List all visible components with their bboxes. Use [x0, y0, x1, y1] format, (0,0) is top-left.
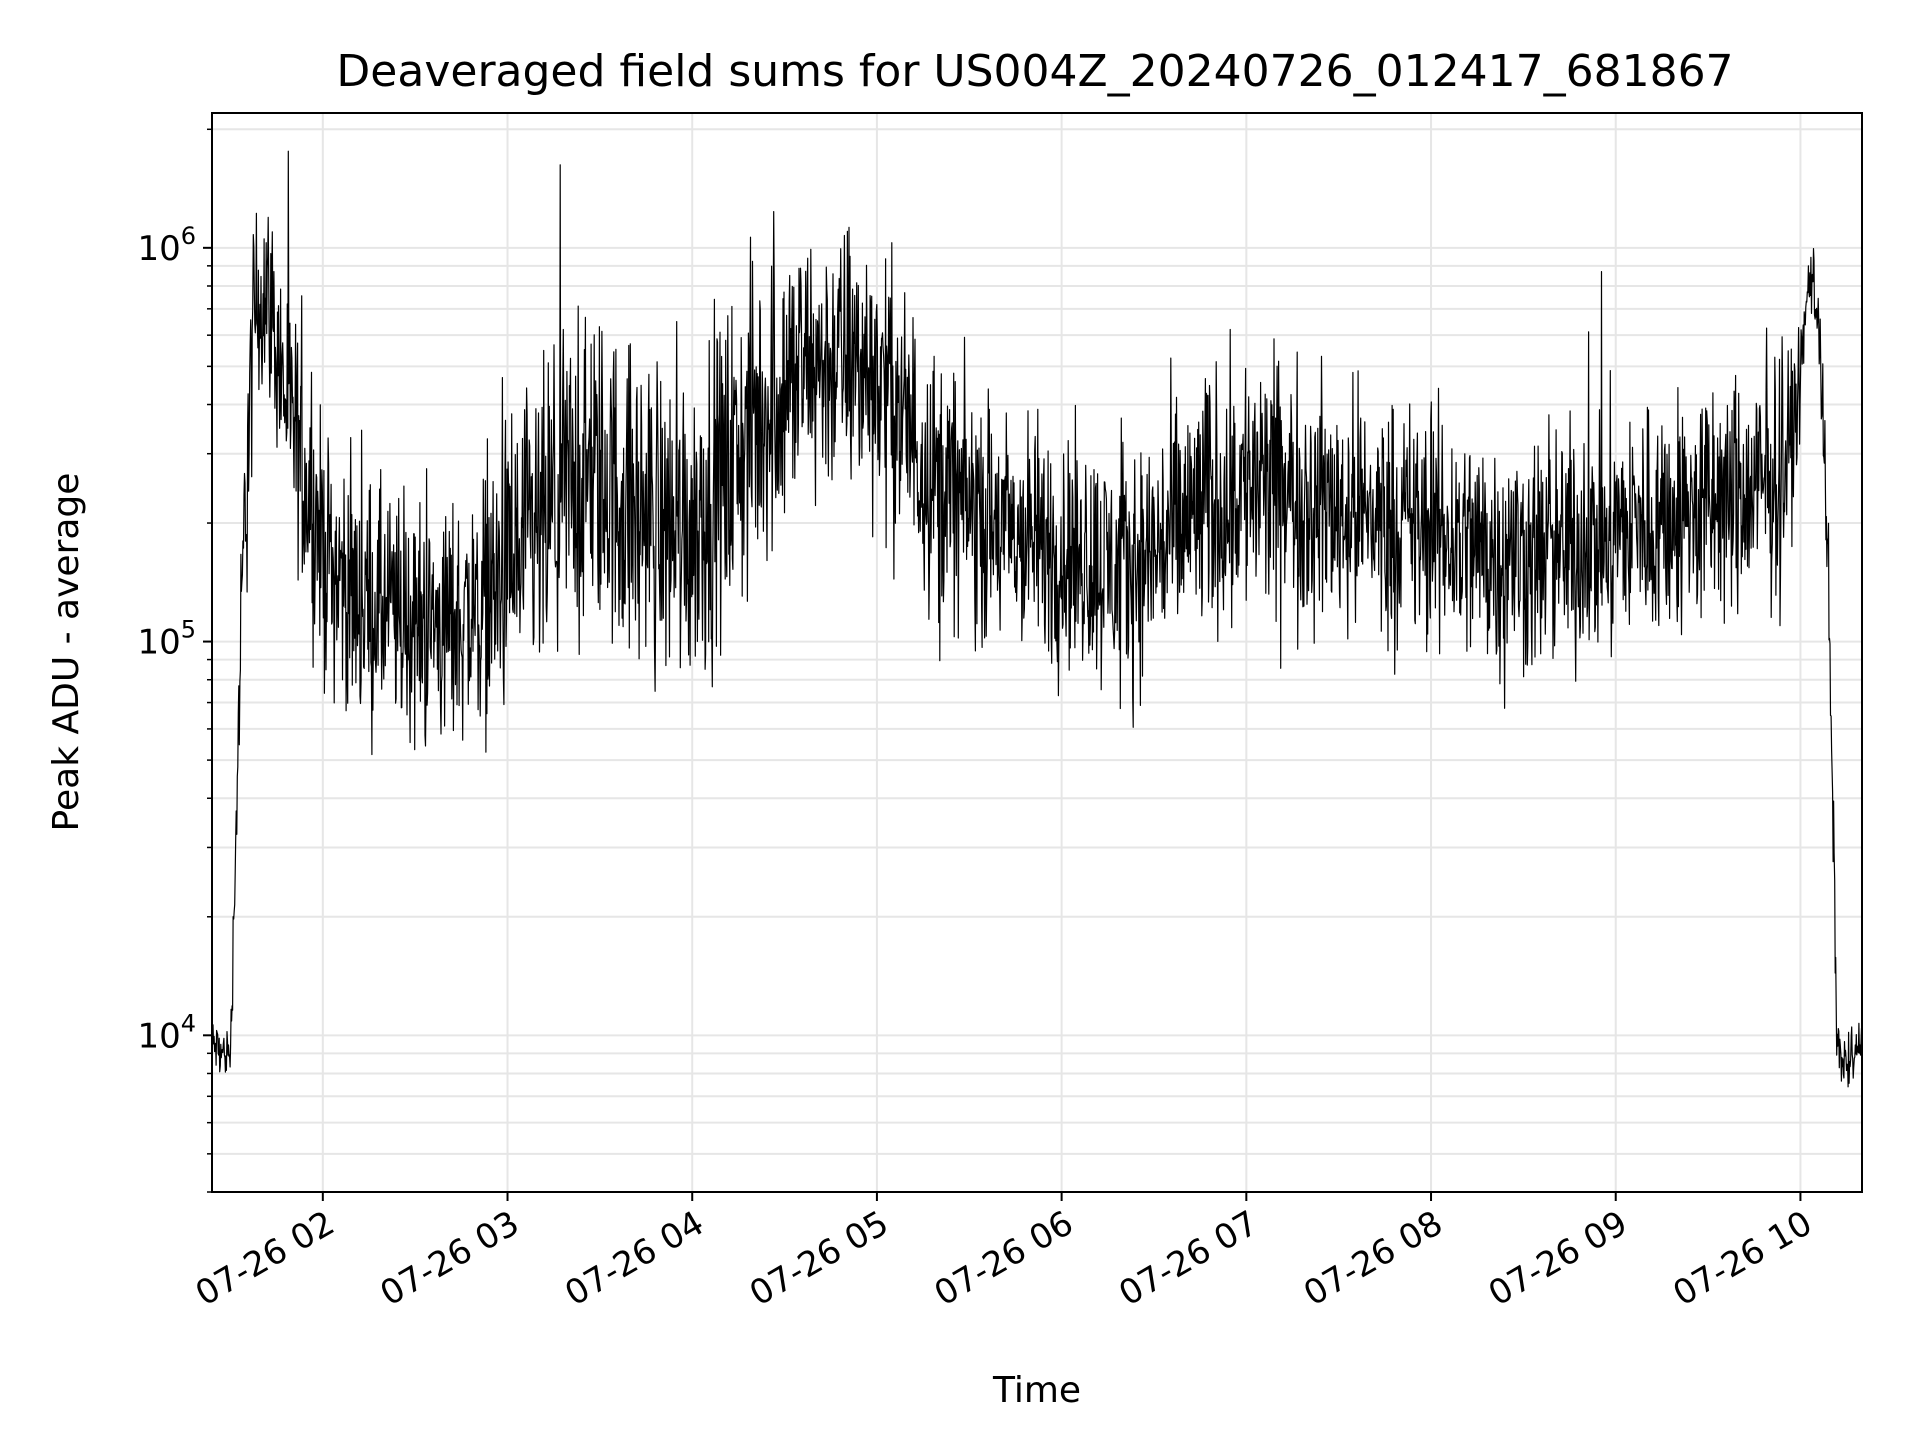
x-tick-label: 07-26 02	[189, 1203, 341, 1314]
x-axis-label: Time	[992, 1370, 1081, 1411]
x-tick-label: 07-26 07	[1112, 1203, 1264, 1314]
y-tick-label: 104	[137, 1009, 196, 1056]
plot-frame	[211, 112, 1863, 1193]
x-tick-label: 07-26 03	[374, 1203, 526, 1314]
y-axis-label: Peak ADU - average	[46, 473, 87, 832]
series-line	[211, 150, 1863, 1088]
x-tick-label: 07-26 10	[1667, 1203, 1819, 1314]
chart-title: Deaveraged field sums for US004Z_2024072…	[336, 46, 1733, 97]
y-tick-label: 105	[137, 616, 196, 663]
x-tick-label: 07-26 04	[558, 1203, 710, 1314]
x-tick-label: 07-26 09	[1482, 1203, 1634, 1314]
x-tick-label: 07-26 05	[743, 1203, 895, 1314]
x-axis: 07-26 02 07-26 03 07-26 04 07-26 05 07-26 06…	[189, 1192, 1819, 1314]
data-series-line	[211, 150, 1863, 1088]
x-tick-label: 07-26 06	[928, 1203, 1080, 1314]
y-tick-label: 106	[137, 222, 196, 269]
x-tick-label: 07-26 08	[1297, 1203, 1449, 1314]
y-axis: 104 105 106	[137, 128, 212, 1193]
major-gridlines	[212, 113, 1862, 1192]
